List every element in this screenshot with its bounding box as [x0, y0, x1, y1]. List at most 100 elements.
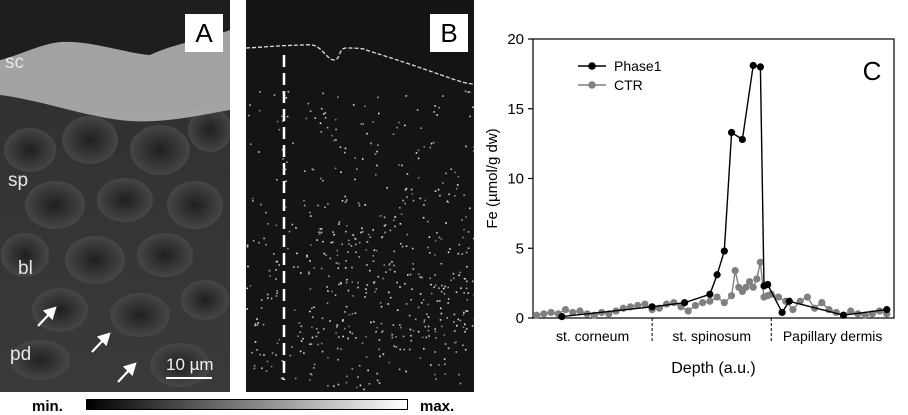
- speckle: [463, 194, 465, 196]
- speckle: [308, 271, 310, 273]
- speckle: [246, 308, 248, 310]
- speckle: [379, 215, 382, 217]
- speckle: [405, 95, 408, 97]
- panel-b-map: B: [246, 0, 474, 392]
- speckle: [428, 335, 430, 337]
- speckle: [393, 345, 396, 347]
- speckle: [309, 211, 311, 214]
- speckle: [454, 171, 456, 174]
- speckle: [427, 329, 430, 332]
- speckle: [282, 158, 284, 160]
- speckle: [326, 286, 328, 288]
- speckle: [440, 238, 443, 240]
- speckle: [439, 307, 442, 310]
- speckle: [394, 270, 396, 273]
- speckle: [302, 337, 304, 340]
- speckle: [446, 200, 449, 203]
- speckle: [270, 365, 273, 368]
- speckle: [395, 336, 397, 338]
- speckle: [309, 379, 311, 381]
- speckle: [382, 330, 384, 332]
- speckle: [313, 306, 315, 308]
- speckle: [467, 231, 470, 233]
- speckle: [340, 282, 342, 284]
- data-point-phase1: [883, 306, 891, 314]
- speckle: [434, 351, 436, 353]
- speckle: [346, 199, 348, 201]
- speckle: [456, 324, 458, 327]
- speckle: [466, 265, 468, 268]
- speckle: [378, 112, 380, 115]
- speckle: [398, 368, 401, 371]
- data-point-phase1: [681, 299, 689, 307]
- speckle: [399, 207, 401, 209]
- speckle: [343, 327, 346, 330]
- speckle: [310, 215, 312, 217]
- speckle: [322, 179, 324, 182]
- speckle: [331, 134, 333, 137]
- speckle: [434, 105, 436, 107]
- speckle: [438, 364, 440, 366]
- speckle: [260, 307, 263, 309]
- speckle: [306, 256, 308, 258]
- speckle: [372, 255, 375, 257]
- speckle: [366, 284, 369, 286]
- speckle: [415, 152, 418, 154]
- speckle: [368, 383, 371, 385]
- speckle: [423, 204, 425, 206]
- speckle: [357, 202, 360, 204]
- speckle: [323, 252, 326, 255]
- speckle: [463, 311, 465, 314]
- speckle: [317, 343, 319, 346]
- speckle: [260, 203, 262, 206]
- speckle: [351, 368, 354, 370]
- speckle: [294, 377, 297, 380]
- speckle: [275, 354, 277, 356]
- speckle: [395, 346, 398, 348]
- speckle: [276, 292, 278, 294]
- speckle: [357, 376, 359, 378]
- speckle: [391, 261, 393, 263]
- speckle: [430, 283, 432, 286]
- y-tick-label: 5: [516, 240, 524, 257]
- data-point-ctr: [634, 301, 642, 310]
- speckle: [340, 171, 342, 173]
- speckle: [262, 323, 265, 326]
- speckle: [305, 117, 308, 120]
- speckle: [377, 144, 379, 146]
- speckle: [450, 279, 452, 282]
- data-point-ctr: [533, 311, 541, 319]
- speckle: [364, 296, 366, 298]
- speckle: [334, 294, 337, 296]
- speckle: [266, 293, 269, 296]
- speckle: [412, 329, 415, 332]
- speckle: [328, 275, 330, 278]
- y-tick-label: 20: [507, 31, 524, 48]
- speckle: [427, 220, 429, 223]
- speckle: [406, 196, 408, 198]
- speckle: [310, 244, 312, 246]
- speckle: [351, 234, 354, 236]
- speckle: [399, 324, 401, 326]
- speckle: [410, 298, 412, 301]
- speckle: [318, 231, 320, 233]
- speckle: [445, 172, 447, 175]
- speckle: [435, 337, 437, 339]
- panel-c-chart: 0 5 10 15 20 st. corneum st. spinosum Papillary…: [484, 31, 895, 377]
- speckle: [377, 275, 380, 278]
- speckle: [443, 292, 446, 295]
- speckle: [340, 348, 342, 350]
- speckle: [246, 246, 249, 248]
- speckle: [452, 272, 455, 275]
- speckle: [259, 91, 261, 93]
- region-label: Papillary dermis: [783, 328, 883, 344]
- speckle: [379, 355, 381, 358]
- speckle: [384, 224, 387, 226]
- speckle: [326, 126, 329, 129]
- data-point-phase1: [558, 313, 566, 321]
- speckle: [358, 204, 361, 207]
- speckle: [335, 128, 337, 131]
- speckle: [312, 316, 314, 318]
- speckle: [317, 204, 319, 207]
- speckle: [303, 204, 306, 207]
